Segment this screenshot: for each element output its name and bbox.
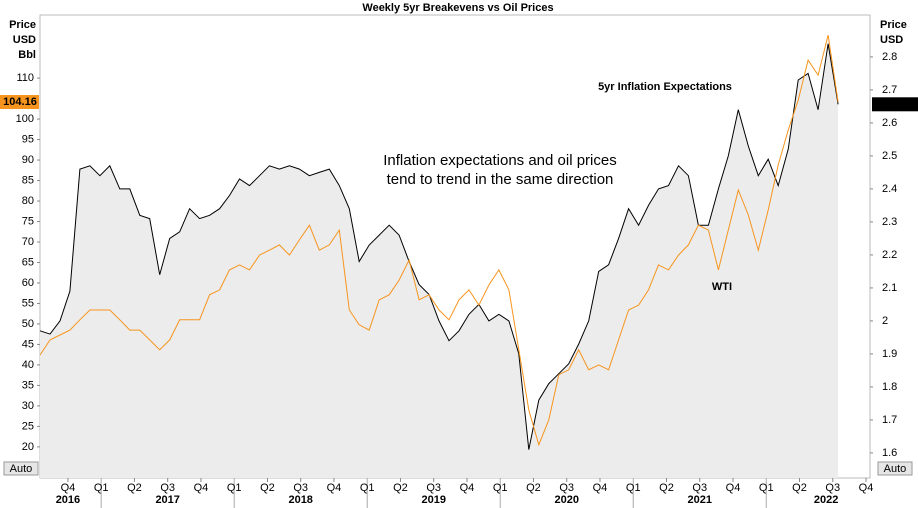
last-value-label: 104.16 [3, 96, 37, 108]
x-tick-label: Q1 [493, 482, 508, 494]
y-tick-label: 40 [22, 359, 34, 371]
axis-button[interactable] [3, 461, 39, 476]
axis-button-label[interactable]: Auto [10, 463, 33, 475]
x-tick-label: Q4 [327, 482, 342, 494]
y2-tick-label: 2.3 [882, 216, 897, 228]
x-tick-label: Q3 [559, 482, 574, 494]
y2-axis-label: Price [880, 19, 907, 31]
y-tick-label: 110 [16, 72, 34, 84]
x-tick-label: Q2 [260, 482, 275, 494]
y2-tick-label: 2.1 [882, 282, 897, 294]
x-tick-label: Q2 [127, 482, 142, 494]
y2-tick-label: 2.8 [882, 51, 897, 63]
y-tick-label: 35 [22, 379, 34, 391]
series-line [39, 43, 839, 450]
x-year-label: 2017 [155, 494, 179, 506]
y-tick-label: 85 [22, 174, 34, 186]
x-tick-label: Q4 [859, 482, 874, 494]
x-tick-label: Q4 [726, 482, 741, 494]
x-year-label: 2020 [554, 494, 578, 506]
last-value-label: 2.6564 [878, 98, 913, 110]
y-tick-label: 20 [22, 441, 34, 453]
x-tick-label: Q3 [692, 482, 707, 494]
y-tick-label: 95 [22, 133, 34, 145]
y-axis-label: USD [13, 34, 36, 46]
series-label: WTI [712, 281, 732, 293]
last-value-marker [0, 95, 39, 110]
y-tick-label: 100 [16, 113, 34, 125]
y2-tick-label: 2.5 [882, 150, 897, 162]
y-axis-label: Bbl [18, 49, 36, 61]
y2-tick-label: 1.9 [882, 348, 897, 360]
x-tick-label: Q1 [759, 482, 774, 494]
y2-tick-label: 1.8 [882, 381, 897, 393]
x-tick-label: Q1 [227, 482, 242, 494]
y-tick-label: 30 [22, 400, 34, 412]
y-tick-label: 70 [22, 236, 34, 248]
x-year-label: 2018 [288, 494, 312, 506]
y2-tick-label: 1.6 [882, 447, 897, 459]
area [40, 43, 839, 478]
x-tick-label: Q4 [460, 482, 475, 494]
y2-tick-label: 2.7 [882, 84, 897, 96]
x-year-label: 2019 [421, 494, 445, 506]
plot [39, 34, 839, 478]
y-tick-label: 25 [22, 420, 34, 432]
y2-axis-label: USD [880, 34, 903, 46]
y-tick-label: 90 [22, 154, 34, 166]
y2-tick-label: 2.2 [882, 249, 897, 261]
x-tick-label: Q1 [360, 482, 375, 494]
y-tick-label: 60 [22, 277, 34, 289]
y-axis-label: Price [9, 19, 36, 31]
series-label: 5yr Inflation Expectations [598, 81, 732, 93]
y-tick-label: 80 [22, 195, 34, 207]
chart-title: Weekly 5yr Breakevens vs Oil Prices [362, 2, 553, 14]
annotation: Inflation expectations and oil prices [383, 152, 616, 169]
x-year-label: 2021 [688, 494, 712, 506]
x-tick-label: Q3 [825, 482, 840, 494]
axis-button-label[interactable]: Auto [884, 463, 907, 475]
x-tick-label: Q2 [792, 482, 807, 494]
x-tick-label: Q1 [94, 482, 109, 494]
last-value-marker [872, 97, 918, 112]
x-tick-label: Q3 [160, 482, 175, 494]
x-tick-label: Q4 [194, 482, 209, 494]
y2-tick-label: 1.7 [882, 414, 897, 426]
x-year-label: 2022 [814, 494, 838, 506]
y2-tick-label: 2.4 [882, 183, 897, 195]
annotation: tend to trend in the same direction [387, 171, 614, 188]
x-tick-label: Q4 [61, 482, 76, 494]
x-tick-label: Q3 [293, 482, 308, 494]
y-tick-label: 50 [22, 318, 34, 330]
series-line [39, 34, 839, 447]
x-year-label: 2016 [56, 494, 80, 506]
x-tick-label: Q1 [626, 482, 641, 494]
y2-tick-label: 2.6 [882, 117, 897, 129]
y-tick-label: 45 [22, 338, 34, 350]
axis-button[interactable] [877, 461, 913, 476]
x-tick-label: Q4 [593, 482, 608, 494]
x-tick-label: Q3 [426, 482, 441, 494]
x-tick-label: Q2 [526, 482, 541, 494]
y-tick-label: 75 [22, 215, 34, 227]
x-tick-label: Q2 [393, 482, 408, 494]
y2-tick-label: 2 [882, 315, 888, 327]
y-tick-label: 65 [22, 256, 34, 268]
x-tick-label: Q2 [659, 482, 674, 494]
y-tick-label: 55 [22, 297, 34, 309]
